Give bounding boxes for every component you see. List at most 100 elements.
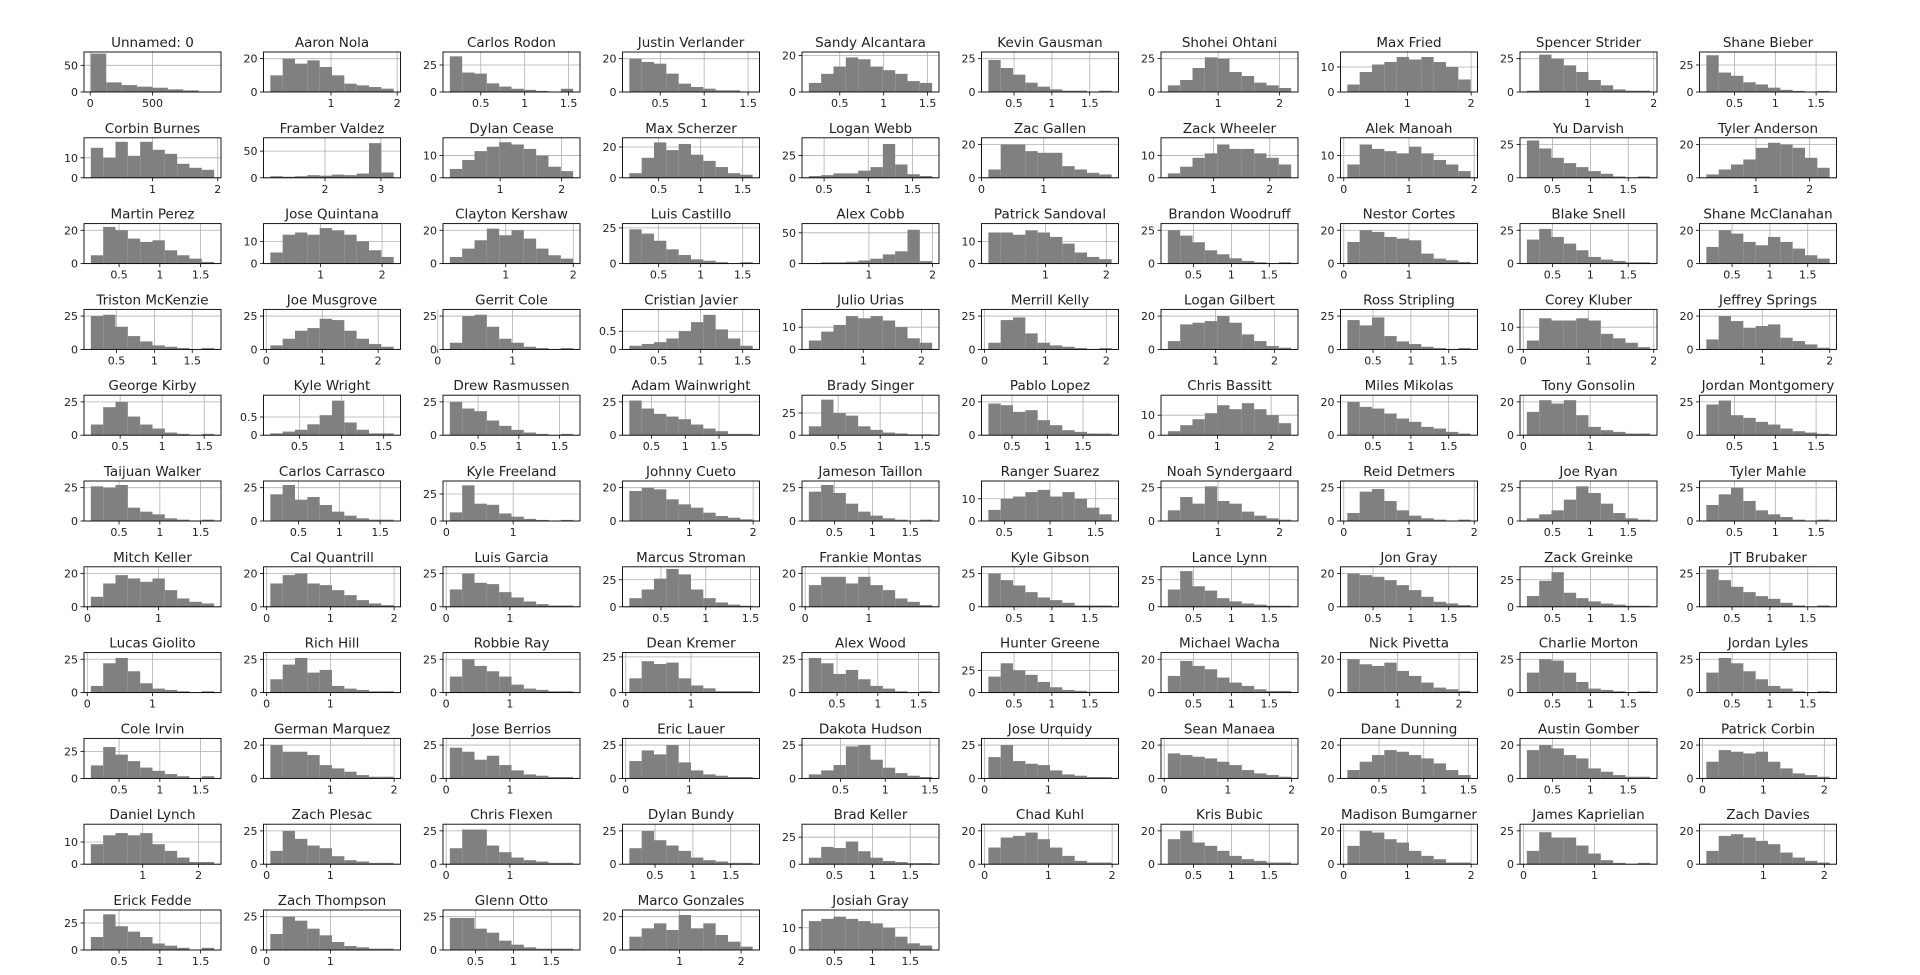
y-tick-label: 25 xyxy=(423,739,437,752)
histogram-bar xyxy=(1372,576,1385,607)
panel-title: Triston McKenzie xyxy=(95,292,208,308)
histogram-bar xyxy=(474,928,487,950)
histogram-bar xyxy=(1539,745,1552,779)
histogram-bar xyxy=(1241,511,1255,521)
x-tick-label: 0.5 xyxy=(826,955,844,968)
histogram-bar xyxy=(1359,406,1373,436)
histogram-bar xyxy=(1217,598,1230,607)
x-tick-label: 1.5 xyxy=(734,269,752,282)
histogram-bar xyxy=(381,776,394,779)
histogram-bar xyxy=(1792,857,1805,865)
histogram-bar xyxy=(1086,172,1100,178)
histogram-bar xyxy=(870,585,883,607)
histogram-bar xyxy=(1458,605,1471,607)
histogram-bar xyxy=(1718,72,1732,92)
histogram-bar xyxy=(1000,232,1014,264)
panel-title: Aaron Nola xyxy=(295,35,369,51)
histogram-bar xyxy=(858,426,871,436)
histogram-bar xyxy=(821,399,834,436)
histogram-bar xyxy=(282,176,296,178)
histogram-bar xyxy=(511,944,524,950)
x-tick-label: 1.5 xyxy=(1619,526,1637,539)
histogram-bar xyxy=(678,762,691,779)
histogram-bar xyxy=(1768,598,1781,607)
histogram-bar xyxy=(1347,659,1360,693)
histogram-bar xyxy=(1780,337,1793,350)
y-tick-label: 0 xyxy=(1148,343,1155,356)
histogram-bar xyxy=(895,598,908,607)
panel-title: Robbie Ray xyxy=(474,636,550,652)
histogram-bar xyxy=(1000,68,1014,92)
axes-frame xyxy=(1699,394,1837,436)
histogram-bar xyxy=(307,328,320,350)
axes-frame xyxy=(1160,737,1299,779)
histogram-bar xyxy=(1025,592,1038,607)
histogram-bar xyxy=(666,662,679,693)
x-tick-label: 0 xyxy=(263,869,270,882)
histogram-bar xyxy=(307,497,320,521)
histogram-bar xyxy=(833,847,846,865)
x-tick-label: 0 xyxy=(263,354,270,367)
axes-frame xyxy=(263,137,401,179)
axes-frame xyxy=(83,909,222,951)
histogram-bar xyxy=(1755,326,1768,350)
histogram-bar xyxy=(115,926,128,950)
y-tick-label: 0 xyxy=(969,687,976,700)
y-tick-label: 0 xyxy=(789,258,796,271)
histogram-bar xyxy=(907,174,920,178)
histogram-bar xyxy=(858,921,871,950)
histogram-bar xyxy=(1588,171,1601,178)
histogram-bar xyxy=(486,932,500,950)
histogram-bar xyxy=(332,590,345,607)
histogram-bar xyxy=(1217,501,1230,521)
histogram-bar xyxy=(1600,503,1614,521)
histogram-bar xyxy=(1396,153,1409,178)
histogram-bar xyxy=(103,583,116,607)
y-tick-label: 0 xyxy=(610,172,617,185)
histogram-bar xyxy=(270,850,283,865)
histogram-bar xyxy=(1817,776,1830,779)
y-tick-label: 0 xyxy=(1687,858,1694,871)
y-tick-label: 25 xyxy=(1680,567,1694,580)
histogram-bar xyxy=(177,519,190,521)
panel-title: Kyle Wright xyxy=(294,378,371,394)
histogram-bar xyxy=(1372,665,1385,693)
histogram-bar xyxy=(1025,82,1038,92)
histogram-bar xyxy=(1526,672,1540,693)
histogram-bar xyxy=(1384,662,1397,693)
y-tick-label: 0 xyxy=(610,343,617,356)
x-tick-label: 0.5 xyxy=(826,526,844,539)
histogram-bar xyxy=(1588,688,1601,693)
x-tick-label: 1 xyxy=(1587,526,1594,539)
histogram-bar xyxy=(1458,171,1471,178)
histogram-bar xyxy=(449,676,463,693)
y-tick-label: 25 xyxy=(962,310,976,323)
histogram-bar xyxy=(1600,430,1614,436)
histogram-bar xyxy=(332,942,345,950)
x-tick-label: 0.5 xyxy=(472,97,490,110)
y-tick-label: 0 xyxy=(430,258,437,271)
histogram-bar xyxy=(727,90,741,92)
histogram-bar xyxy=(449,747,463,779)
x-tick-label: 1 xyxy=(1760,783,1767,796)
histogram-bar xyxy=(356,173,369,178)
x-tick-label: 1 xyxy=(689,869,696,882)
histogram-bar xyxy=(691,87,704,92)
y-tick-label: 0 xyxy=(1687,172,1694,185)
x-tick-label: 1.5 xyxy=(1799,698,1817,711)
histogram-bar xyxy=(1409,590,1422,607)
histogram-bar xyxy=(1458,433,1471,436)
histogram-bar xyxy=(666,745,679,779)
x-tick-label: 1 xyxy=(1759,354,1766,367)
histogram-bar xyxy=(1743,671,1756,693)
histogram-bar xyxy=(740,519,753,521)
x-tick-label: 1 xyxy=(1404,869,1411,882)
y-tick-label: 20 xyxy=(1321,653,1335,666)
histogram-bar xyxy=(1254,604,1267,607)
histogram-bar xyxy=(1347,241,1360,264)
